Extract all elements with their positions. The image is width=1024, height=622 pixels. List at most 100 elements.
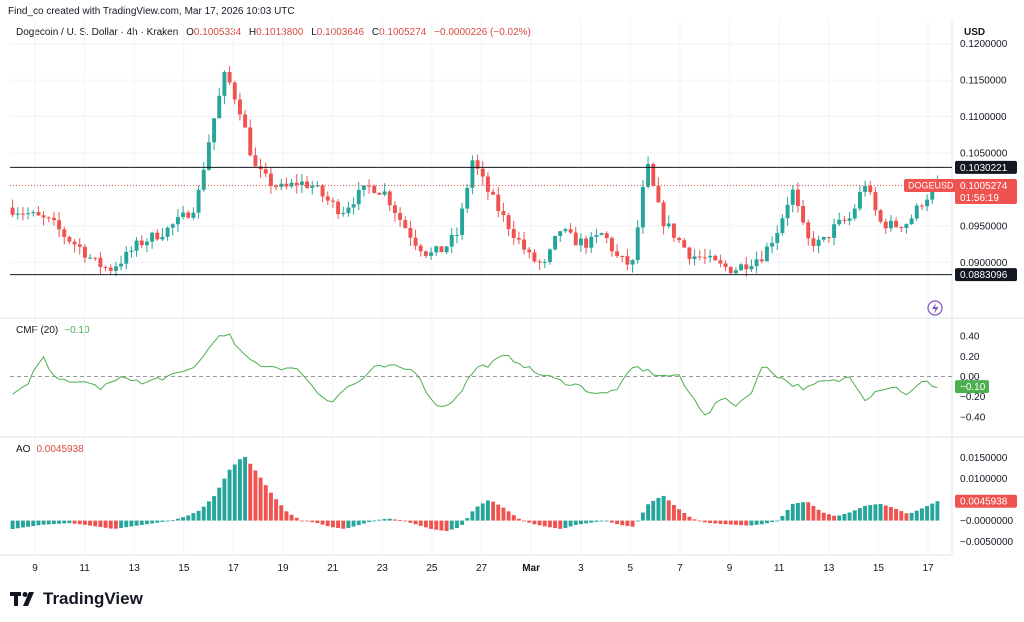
time-tick-label: 21: [327, 563, 339, 574]
ao-bar: [677, 509, 682, 521]
ao-bar: [537, 520, 542, 526]
replay-icon[interactable]: [927, 300, 943, 316]
ao-bar: [108, 520, 113, 529]
candle-body: [599, 233, 604, 235]
ao-bar: [687, 516, 692, 521]
ao-bar: [181, 517, 186, 521]
cmf-name: CMF (20): [16, 325, 59, 336]
candle-body: [150, 232, 155, 242]
candle-body: [356, 189, 361, 205]
candle-body: [723, 263, 728, 267]
ao-name: AO: [16, 444, 31, 455]
ao-title[interactable]: AO 0.0045938: [16, 444, 84, 455]
ao-bar: [578, 520, 583, 525]
candle-body: [697, 256, 702, 258]
candle-body: [320, 185, 325, 197]
candle-body: [460, 208, 465, 235]
chart-header: Dogecoin / U. S. Dollar · 4h · Kraken O0…: [16, 27, 531, 38]
ao-value: 0.0045938: [36, 444, 84, 455]
candle-body: [181, 212, 186, 217]
ao-bar: [248, 463, 253, 521]
candle-body: [72, 241, 77, 245]
candle-body: [733, 270, 738, 274]
candle-body: [475, 160, 480, 169]
candle-body: [826, 236, 831, 238]
candle-body: [501, 211, 506, 216]
ao-bar: [268, 492, 273, 521]
upper-level-value: 0.1030221: [960, 163, 1008, 174]
ao-bar: [139, 520, 144, 525]
cmf-tick-label: −0.20: [960, 392, 986, 403]
ao-bar: [547, 520, 552, 528]
candle-body: [160, 236, 165, 240]
candle-body: [801, 206, 806, 223]
ao-bar: [77, 520, 82, 525]
time-tick-label: 15: [873, 563, 885, 574]
ao-bar: [806, 502, 811, 521]
ao-bar: [501, 507, 506, 521]
candle-body: [113, 266, 118, 271]
candle-body: [444, 246, 449, 253]
ao-bar: [516, 518, 521, 521]
ao-bar: [186, 515, 191, 521]
ao-bar: [847, 512, 852, 521]
cmf-value: −0.10: [64, 325, 90, 336]
ao-bar: [883, 505, 888, 521]
ao-bar: [718, 520, 723, 524]
candle-body: [124, 251, 129, 264]
close-value: 0.1005274: [379, 27, 427, 38]
candle-body: [41, 215, 46, 218]
candle-body: [93, 257, 98, 259]
high-value: 0.1013800: [256, 27, 304, 38]
candle-body: [103, 267, 108, 269]
ao-bar: [36, 520, 41, 526]
ao-bar: [723, 520, 728, 525]
ao-bar: [57, 520, 62, 524]
ao-bar: [785, 509, 790, 521]
ao-bar: [372, 520, 377, 522]
ao-bar: [795, 502, 800, 521]
ao-histogram: [10, 456, 940, 531]
ao-bar: [914, 510, 919, 521]
ao-bar: [816, 509, 821, 521]
change-value: −0.0000226 (−0.02%): [434, 27, 531, 38]
candle-body: [594, 234, 599, 237]
ao-bar: [563, 520, 568, 528]
candle-body: [341, 213, 346, 215]
candle-body: [832, 224, 837, 238]
candle-body: [387, 191, 392, 206]
tradingview-logo[interactable]: TradingView: [10, 589, 143, 609]
candle-body: [26, 213, 31, 215]
candle-body: [299, 181, 304, 185]
ao-bar: [392, 519, 397, 521]
cmf-line: [12, 333, 938, 416]
ao-bar: [868, 505, 873, 521]
candle-body: [728, 266, 733, 274]
candle-body: [909, 218, 914, 225]
ao-bar: [842, 513, 847, 521]
cmf-title[interactable]: CMF (20) −0.10: [16, 325, 90, 336]
ao-bar: [403, 520, 408, 522]
ao-bar: [82, 520, 87, 525]
ao-bar: [708, 520, 713, 524]
chart-credit: Find_co created with TradingView.com, Ma…: [8, 6, 295, 17]
candle-body: [51, 217, 56, 221]
candle-body: [237, 99, 242, 115]
candle-body: [682, 240, 687, 248]
candle-body: [568, 229, 573, 233]
candle-body: [480, 168, 485, 177]
candle-body: [325, 196, 330, 201]
candle-body: [310, 185, 315, 188]
currency-label[interactable]: USD: [964, 27, 986, 38]
candle-body: [759, 259, 764, 262]
candle-body: [821, 236, 826, 240]
candle-body: [553, 235, 558, 250]
ao-bar: [604, 520, 609, 522]
candle-body: [232, 82, 237, 100]
ao-bar: [739, 520, 744, 526]
ao-bar: [661, 495, 666, 521]
candle-body: [139, 240, 144, 246]
ao-bar: [41, 520, 46, 525]
candle-body: [449, 234, 454, 247]
